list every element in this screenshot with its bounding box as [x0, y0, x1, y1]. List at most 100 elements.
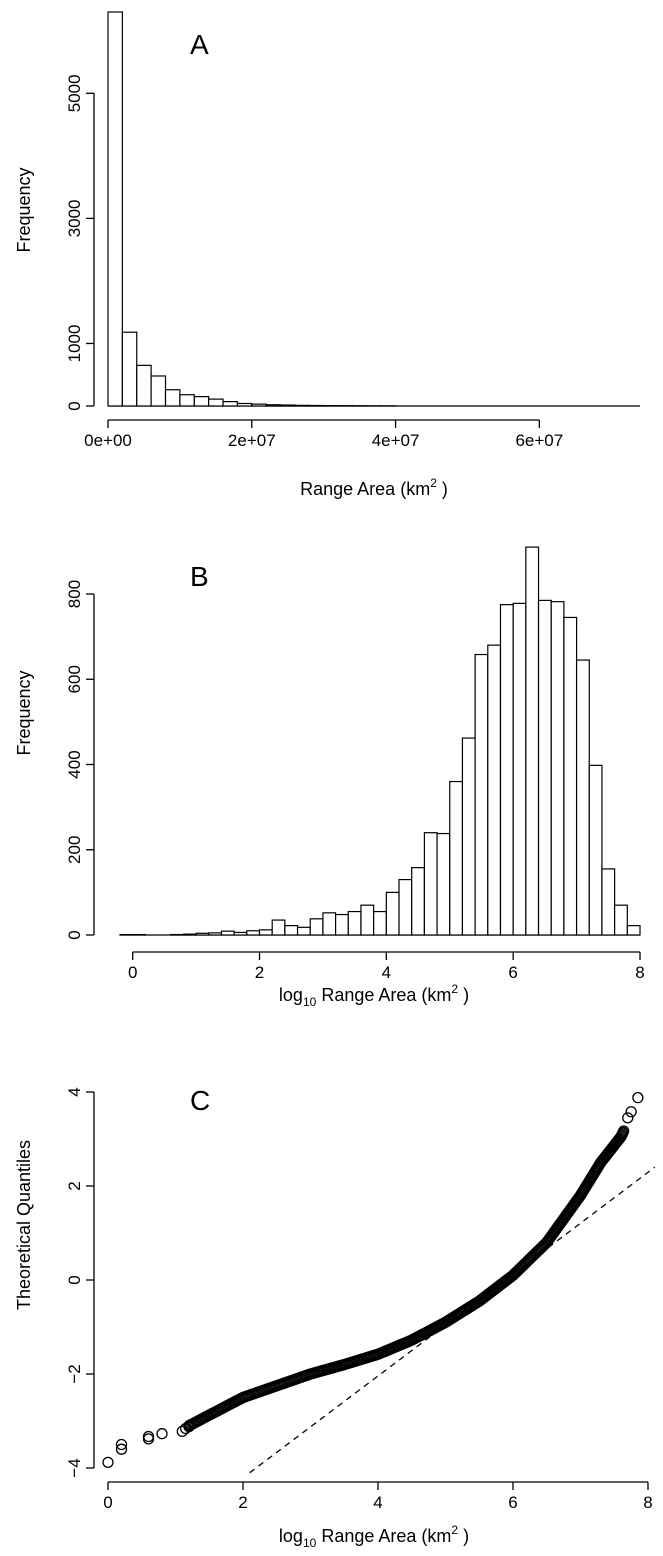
panel-c-y-tick-label: 4 [65, 1087, 84, 1096]
panel-c-x-tick-label: 8 [643, 1493, 652, 1512]
panel-b-x-tick-label: 8 [635, 963, 644, 982]
panel-a-bar [179, 394, 195, 407]
panel-c-point [142, 1433, 155, 1445]
panel-b-x-axis-title-tail: ) [458, 985, 469, 1005]
panel-a-x-axis-title-tail: ) [437, 479, 448, 499]
panel-b-bar [626, 925, 641, 936]
panel-c-point [618, 1125, 630, 1137]
panel-b-bar [474, 653, 489, 936]
panel-b-bar [284, 925, 299, 936]
panel-b-bar [525, 546, 540, 936]
panel-b-bar [449, 780, 464, 936]
panel-b-letter: B [190, 561, 209, 592]
panel-a-y-tick-label: 5000 [65, 74, 84, 112]
panel-c: C Theoretical Quantiles log10 Range Area… [14, 1085, 656, 1550]
panel-b-bar [182, 933, 197, 936]
panel-b-bar [335, 913, 349, 936]
panel-c-x-tick-label: 0 [103, 1493, 112, 1512]
panel-b-bar [208, 932, 223, 936]
panel-b-y-tick-label: 0 [65, 930, 84, 939]
panel-b-bar [347, 910, 362, 936]
panel-b-bar [588, 764, 603, 936]
panel-b-x-axis-title: log10 Range Area (km2 ) [279, 982, 469, 1009]
panel-a-y-tick-label: 1000 [65, 325, 84, 363]
panel-c-y-axis-title: Theoretical Quantiles [14, 1140, 34, 1310]
panel-b-bar [322, 912, 337, 936]
panel-b-bar [575, 659, 590, 936]
panel-c-letter: C [190, 1085, 210, 1116]
panel-c-point [115, 1443, 128, 1455]
panel-b-x-axis-title-main: Range Area (km [316, 985, 451, 1005]
panel-b-bar [271, 919, 286, 936]
panel-b-bar [436, 832, 451, 936]
panel-b-bar [233, 931, 248, 936]
panel-a-x-tick-label: 6e+07 [515, 431, 563, 450]
panel-c-point [625, 1106, 637, 1118]
panel-b-bar [487, 644, 502, 936]
panel-b-bar [373, 910, 387, 936]
panel-b-x-tick-label: 2 [255, 963, 264, 982]
panel-a-x-axis-title-sup: 2 [430, 476, 437, 490]
panel-b-x-axis-title-sup: 2 [451, 982, 458, 996]
panel-b-bar [614, 904, 628, 936]
panel-b-y-tick-label: 600 [65, 665, 84, 693]
panel-c-y-tick-label: −4 [65, 1458, 84, 1477]
panel-a-x-axis-title: Range Area (km2 ) [300, 476, 448, 499]
panel-c-point [632, 1091, 644, 1104]
panel-c-x-tick-label: 4 [373, 1493, 382, 1512]
panel-c-x-axis-title: log10 Range Area (km2 ) [279, 1523, 469, 1550]
panel-a-plot-area: 0e+00 2e+07 4e+07 6e+07 0 1000 3000 5000 [65, 11, 640, 450]
panel-a-bar [294, 404, 310, 407]
panel-b: B Frequency log10 Range Area (km2 ) 0 2 4 6… [14, 546, 645, 1009]
panel-a-bar [164, 389, 181, 407]
panel-c-x-axis-title-sub: 10 [303, 1536, 317, 1550]
panel-b-bar [499, 604, 514, 936]
panel-b-y-axis-title: Frequency [14, 670, 34, 755]
panel-b-bar [385, 891, 400, 936]
panel-b-bar [309, 918, 324, 936]
panel-b-bar [563, 616, 578, 936]
panel-a-y-axis-title: Frequency [14, 167, 34, 252]
panel-b-bar [461, 737, 476, 936]
panel-c-x-axis-title-pre: log [279, 1526, 303, 1546]
panel-a-y-tick-label: 0 [65, 401, 84, 410]
panel-a: A Frequency Range Area (km2 ) 0e+00 2e+07… [14, 11, 640, 499]
panel-b-bar [398, 878, 413, 936]
panel-c-x-axis-title-main: Range Area (km [316, 1526, 451, 1546]
panel-c-x-axis-title-sup: 2 [451, 1523, 458, 1537]
panel-a-x-tick-label: 0e+00 [84, 431, 132, 450]
panel-b-bar [220, 930, 235, 936]
panel-b-bar [537, 599, 552, 936]
panel-c-x-axis-title-tail: ) [458, 1526, 469, 1546]
panel-a-bar [236, 402, 253, 407]
panel-b-bar [246, 930, 261, 936]
panel-a-bar [193, 396, 210, 407]
panel-b-y-tick-label: 800 [65, 580, 84, 608]
panel-a-bar [150, 375, 167, 407]
panel-c-y-tick-label: 0 [65, 1275, 84, 1284]
panel-a-bar [265, 404, 282, 407]
panel-b-bar [195, 932, 210, 936]
panel-a-bar [251, 403, 267, 407]
panel-a-bar [107, 11, 123, 407]
panel-b-bar [601, 868, 616, 936]
panel-c-point [183, 1420, 195, 1433]
panel-a-x-tick-label: 2e+07 [228, 431, 276, 450]
panel-c-point [102, 1456, 114, 1469]
panel-c-plot-frame [108, 1092, 652, 1467]
panel-b-y-tick-label: 400 [65, 750, 84, 778]
panel-a-letter: A [190, 29, 209, 60]
panel-c-plot-area: 0 2 4 6 8 −4 −2 0 2 4 [65, 1087, 656, 1512]
panel-a-y-tick-label: 3000 [65, 199, 84, 237]
panel-c-point [622, 1112, 634, 1124]
panel-a-bar [208, 398, 224, 407]
panel-a-x-axis-title-main: Range Area (km [300, 479, 430, 499]
panel-b-x-tick-label: 4 [382, 963, 391, 982]
panel-c-y-tick-label: 2 [65, 1181, 84, 1190]
panel-a-bar [279, 404, 296, 407]
panel-b-y-tick-label: 200 [65, 836, 84, 864]
panel-a-bar [308, 404, 325, 407]
panel-a-bar [222, 401, 239, 407]
panel-c-point [115, 1438, 128, 1451]
